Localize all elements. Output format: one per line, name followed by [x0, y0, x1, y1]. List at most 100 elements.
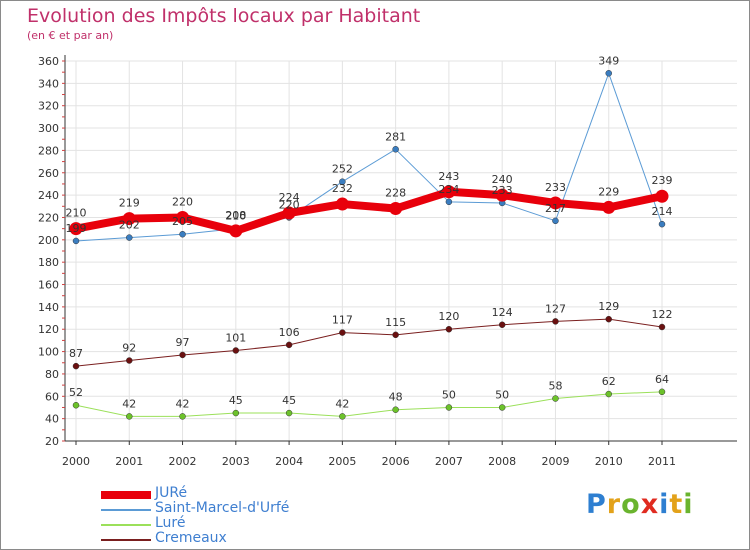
data-label-cremeaux: 97 [176, 336, 190, 349]
data-label-cremeaux: 106 [279, 326, 300, 339]
legend-swatch [101, 502, 151, 517]
data-point-saint-marcel-d-urf- [392, 146, 399, 153]
data-point-cremeaux [445, 325, 453, 333]
logo-letter: t [669, 489, 684, 520]
data-point-cremeaux [605, 315, 612, 323]
data-label-jur-: 224 [279, 191, 300, 204]
data-label-cremeaux: 117 [332, 314, 353, 327]
data-point-cremeaux [339, 329, 346, 336]
data-label-saint-marcel-d-urf-: 199 [66, 222, 87, 235]
data-label-lur-: 45 [282, 394, 296, 407]
logo-letter: r [606, 489, 622, 520]
data-point-lur- [392, 406, 399, 413]
data-point-cremeaux [552, 318, 559, 325]
x-tick-label: 2008 [488, 455, 516, 468]
data-label-saint-marcel-d-urf-: 217 [545, 202, 566, 215]
data-point-cremeaux [285, 341, 293, 349]
data-label-cremeaux: 101 [225, 331, 246, 344]
data-point-lur- [339, 413, 346, 420]
legend-line [101, 490, 151, 499]
y-tick-label: 220 [38, 211, 59, 224]
data-label-cremeaux: 92 [122, 342, 136, 355]
y-tick-label: 280 [38, 144, 59, 157]
series-line-saint-marcel-d-urf- [75, 72, 663, 242]
data-point-jur- [69, 222, 83, 236]
x-tick-label: 2004 [275, 455, 303, 468]
data-point-jur- [495, 188, 509, 202]
data-label-lur-: 42 [335, 397, 349, 410]
logo-letter: o [621, 489, 641, 520]
data-point-saint-marcel-d-urf- [605, 70, 612, 77]
data-label-cremeaux: 87 [69, 347, 83, 360]
data-label-cremeaux: 120 [438, 310, 459, 323]
legend-swatch [101, 517, 151, 532]
data-label-jur-: 210 [66, 207, 87, 220]
logo-letter: i [683, 489, 694, 520]
data-label-saint-marcel-d-urf-: 281 [385, 130, 406, 143]
data-label-jur-: 243 [438, 170, 459, 183]
data-label-lur-: 48 [389, 391, 403, 404]
data-point-cremeaux [498, 321, 506, 329]
logo-letter: i [659, 489, 670, 520]
data-point-lur- [126, 413, 133, 420]
y-tick-label: 260 [38, 167, 59, 180]
y-tick-label: 160 [38, 279, 59, 292]
y-tick-label: 40 [45, 413, 59, 426]
legend-swatch [101, 487, 151, 502]
chart-title: Evolution des Impôts locaux par Habitant [27, 5, 421, 27]
data-label-saint-marcel-d-urf-: 214 [652, 205, 673, 218]
x-tick-label: 2010 [595, 455, 623, 468]
data-point-lur- [658, 388, 666, 396]
x-tick-label: 2011 [648, 455, 676, 468]
data-point-jur- [655, 189, 669, 203]
data-point-saint-marcel-d-urf- [552, 217, 559, 225]
data-point-jur- [229, 224, 243, 238]
data-point-saint-marcel-d-urf- [445, 198, 453, 206]
data-point-cremeaux [179, 351, 186, 359]
data-label-jur-: 208 [225, 209, 246, 222]
data-point-lur- [285, 409, 293, 417]
data-point-lur- [179, 413, 186, 420]
data-point-jur- [176, 210, 190, 224]
data-label-jur-: 239 [652, 174, 673, 187]
data-label-saint-marcel-d-urf-: 210 [225, 210, 246, 223]
data-point-cremeaux [232, 347, 240, 354]
data-point-cremeaux [392, 331, 399, 339]
data-label-lur-: 45 [229, 394, 243, 407]
data-point-jur- [122, 212, 136, 226]
data-point-lur- [498, 404, 506, 411]
y-tick-label: 140 [38, 301, 59, 314]
data-point-jur- [442, 185, 456, 199]
legend-label: Saint-Marcel-d'Urfé [155, 500, 290, 516]
x-tick-label: 2001 [115, 455, 143, 468]
x-tick-label: 2009 [541, 455, 569, 468]
data-label-saint-marcel-d-urf-: 234 [438, 183, 459, 196]
data-point-lur- [552, 395, 559, 402]
data-label-lur-: 58 [548, 380, 562, 393]
data-label-jur-: 219 [119, 197, 140, 210]
legend-label: Luré [155, 515, 186, 531]
data-label-lur-: 50 [442, 388, 456, 401]
data-point-jur- [282, 206, 296, 220]
data-point-jur- [389, 202, 403, 216]
data-point-saint-marcel-d-urf- [72, 237, 80, 245]
y-tick-label: 100 [38, 346, 59, 359]
data-label-cremeaux: 124 [492, 306, 513, 319]
logo-letter: x [640, 489, 660, 520]
data-label-cremeaux: 115 [385, 316, 406, 329]
series-line-lur- [75, 391, 663, 417]
x-tick-label: 2005 [328, 455, 356, 468]
data-label-cremeaux: 129 [598, 300, 619, 313]
y-tick-label: 200 [38, 234, 59, 247]
data-point-lur- [605, 390, 612, 398]
y-tick-label: 20 [45, 435, 59, 448]
legend-line [101, 508, 151, 511]
y-tick-label: 180 [38, 256, 59, 269]
series-line-jur- [72, 187, 666, 235]
y-tick-label: 320 [38, 100, 59, 113]
data-point-cremeaux [126, 357, 133, 364]
data-label-saint-marcel-d-urf-: 205 [172, 215, 193, 228]
data-label-saint-marcel-d-urf-: 233 [492, 184, 513, 197]
